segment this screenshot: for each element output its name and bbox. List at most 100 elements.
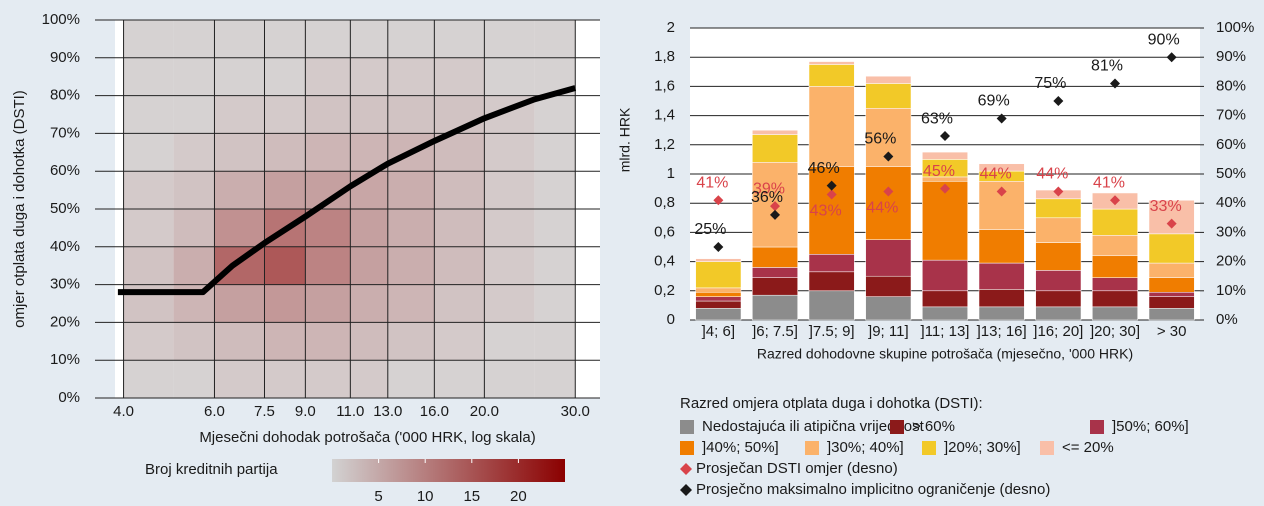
diamond-marker [1053, 186, 1064, 197]
x-tick-label: ]13; 16] [977, 323, 1027, 340]
density-cell [534, 209, 576, 247]
density-cell [264, 133, 306, 172]
density-cell [214, 20, 265, 58]
legend-label: Prosječan DSTI omjer (desno) [696, 460, 898, 477]
density-cell [173, 20, 215, 58]
y-tick-label: 0% [58, 389, 80, 406]
bar-segment [865, 296, 912, 321]
x-tick-label: ]6; 7.5] [752, 323, 798, 340]
density-cell [534, 284, 576, 323]
density-cell [214, 171, 265, 209]
x-tick-label: ]11; 13] [921, 323, 970, 340]
density-cell [305, 133, 351, 172]
value-label: 41% [1093, 174, 1125, 191]
x-tick-label: 6.0 [204, 403, 225, 420]
legend-swatch [680, 441, 694, 455]
value-label: 75% [1034, 75, 1066, 92]
density-cell [434, 57, 485, 96]
bar-segment [808, 64, 855, 87]
density-cell [305, 209, 351, 247]
density-cell [434, 171, 485, 209]
density-cell [173, 209, 215, 247]
y-tick-label: 40% [50, 238, 80, 255]
bar-segment [752, 277, 798, 296]
colorbar-tick-label: 20 [510, 488, 527, 505]
y-tick-label: 1,4 [654, 107, 675, 124]
legend-swatch [890, 420, 904, 434]
bar-segment [865, 75, 912, 84]
density-cell [387, 360, 435, 398]
value-label: 63% [921, 110, 953, 127]
density-cell [214, 95, 265, 134]
x-tick-label: 30.0 [561, 403, 590, 420]
density-cell [264, 246, 306, 285]
density-cell [350, 95, 388, 134]
bar-segment [922, 259, 968, 292]
legend-label: Nedostajuća ili atipična vrijednost [702, 418, 925, 435]
density-cell [173, 246, 215, 285]
diamond-marker [770, 201, 780, 212]
density-cell [484, 20, 535, 58]
legend-label: ]50%; 60%] [1112, 418, 1189, 435]
density-cell [534, 322, 576, 361]
density-cell [305, 95, 351, 134]
y2-tick-label: 60% [1216, 136, 1246, 153]
bar-segment [752, 246, 798, 268]
y-tick-label: 70% [50, 124, 80, 141]
x-tick-label: 16.0 [420, 403, 449, 420]
value-label: 25% [694, 221, 726, 238]
bar-segment [865, 239, 912, 277]
density-cell [387, 171, 435, 209]
diamond-marker [713, 242, 724, 252]
value-label: 44% [1036, 166, 1068, 183]
density-cell [534, 95, 576, 134]
density-cell [387, 284, 435, 323]
x-tick-label: ]4; 6] [702, 323, 735, 340]
density-cell [173, 171, 215, 209]
density-cell [214, 360, 265, 398]
diamond-marker [1166, 52, 1177, 63]
density-cell [123, 171, 174, 209]
legend-label: Prosječno maksimalno implicitno ograniče… [696, 481, 1050, 498]
y-tick-label: 2 [667, 19, 675, 36]
density-cell [350, 284, 388, 323]
diamond-marker [996, 113, 1007, 124]
x-axis-label: Mjesečni dohodak potrošača ('000 HRK, lo… [199, 429, 535, 446]
legend-label: > 60% [912, 418, 955, 435]
bar-segment [1035, 270, 1082, 292]
diamond-marker [826, 189, 837, 200]
density-cell [387, 246, 435, 285]
legend-title: Razred omjera otplata duga i dohotka (DS… [680, 395, 983, 412]
value-label: 90% [1148, 31, 1180, 48]
x-tick-label: ]9; 11] [868, 323, 909, 340]
bar-segment [922, 181, 968, 261]
density-cell [387, 322, 435, 361]
density-cell [123, 133, 174, 172]
density-cell [434, 322, 485, 361]
density-cell [434, 284, 485, 323]
density-cell [305, 57, 351, 96]
diamond-marker [940, 131, 950, 142]
density-cell [264, 284, 306, 323]
density-cell [387, 57, 435, 96]
y2-tick-label: 80% [1216, 77, 1246, 94]
y-tick-label: 0 [667, 311, 675, 328]
bar-segment [978, 229, 1025, 264]
density-cell [484, 284, 535, 323]
bar-segment [695, 287, 742, 293]
y-tick-label: 0,4 [654, 253, 675, 270]
density-cell [534, 20, 576, 58]
y2-tick-label: 70% [1216, 107, 1246, 124]
density-cell [434, 360, 485, 398]
density-cell [123, 246, 174, 285]
bar-segment [922, 306, 968, 321]
bar-segment [922, 290, 968, 308]
legend-swatch [1040, 441, 1054, 455]
density-cell [484, 360, 535, 398]
bar-segment [1092, 255, 1138, 278]
bar-segment [1092, 306, 1138, 321]
bar-segment [1035, 242, 1082, 271]
density-cell [264, 322, 306, 361]
density-cell [484, 171, 535, 209]
diamond-marker [940, 183, 950, 194]
